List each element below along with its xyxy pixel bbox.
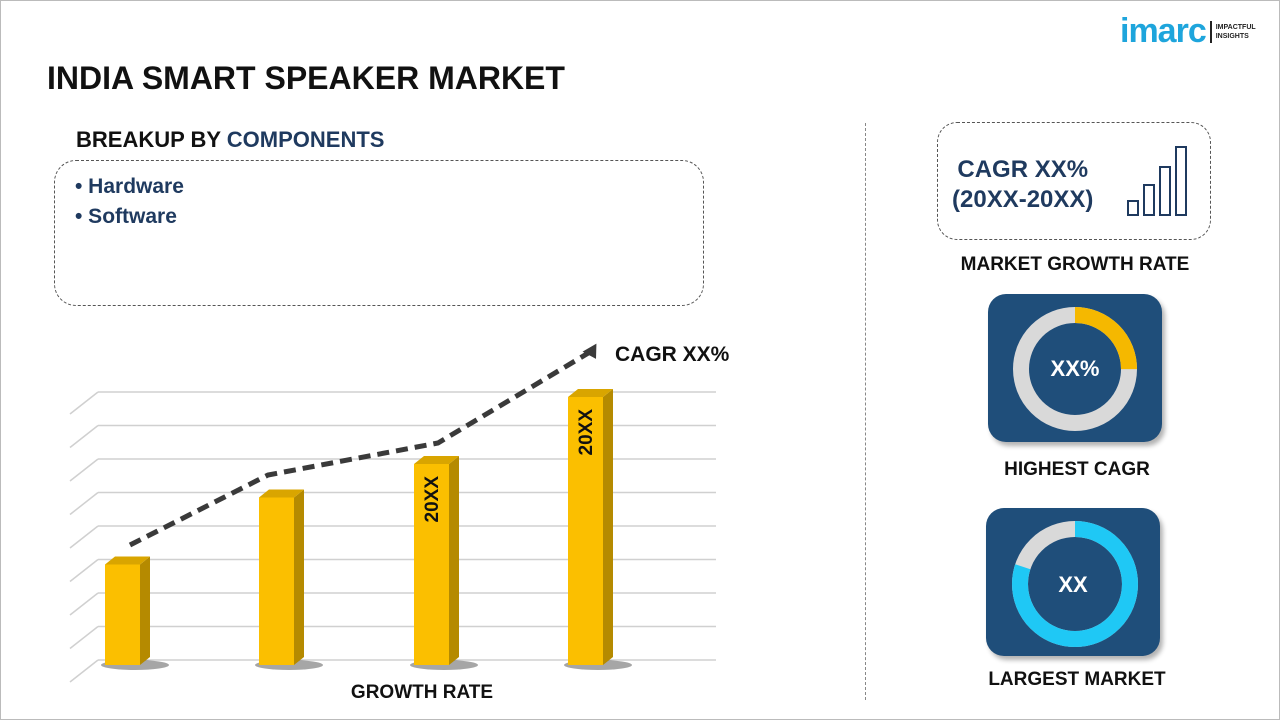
breakup-heading: BREAKUP BY COMPONENTS: [76, 127, 384, 153]
largest-market-value: XX: [1058, 572, 1088, 597]
bar-top: [414, 456, 459, 464]
ring-fill: [1013, 307, 1137, 431]
chart-grid: [69, 391, 716, 683]
bar-growth-icon: [1127, 146, 1187, 216]
gridline-depth: [69, 558, 99, 583]
bar-label: 20XX: [422, 476, 443, 523]
donut-ring: [1012, 521, 1138, 647]
bar-side: [140, 556, 150, 665]
largest-market-tile: XX: [986, 508, 1160, 656]
section-divider: [865, 123, 866, 700]
logo-tagline: IMPACTFUL INSIGHTS: [1216, 23, 1256, 41]
cagr-text: CAGR XX% (20XX-20XX): [952, 155, 1093, 215]
bar-side: [603, 389, 613, 665]
page-title: INDIA SMART SPEAKER MARKET: [47, 60, 565, 96]
bar: [259, 497, 294, 665]
components-box: • Hardware • Software: [54, 160, 704, 306]
growth-chart: 20XX 20XX CAGR XX% GROWTH RATE: [69, 343, 730, 703]
breakup-highlight: COMPONENTS: [226, 127, 385, 152]
market-growth-label: MARKET GROWTH RATE: [960, 254, 1190, 275]
gridline-depth: [69, 424, 99, 449]
cagr-box: CAGR XX% (20XX-20XX): [937, 122, 1211, 240]
breakup-prefix: BREAKUP BY: [76, 127, 227, 152]
logo-text: imarc: [1120, 12, 1207, 50]
trend-arrow-icon: [582, 343, 597, 359]
bar-top: [105, 556, 150, 565]
gridline-depth: [69, 625, 99, 650]
gridline-depth: [69, 592, 99, 616]
cagr-period: (20XX-20XX): [952, 186, 1094, 213]
imarc-logo: imarc IMPACTFUL INSIGHTS: [1120, 12, 1256, 51]
tagline-2: INSIGHTS: [1215, 32, 1249, 40]
cagr-value: CAGR XX%: [957, 156, 1089, 183]
gridline-depth: [69, 491, 99, 516]
bar-side: [449, 456, 459, 665]
component-item: • Hardware: [75, 175, 184, 198]
highest-cagr-label: HIGHEST CAGR: [1004, 459, 1150, 480]
gridline-depth: [69, 458, 99, 482]
chart-bars: 20XX 20XX: [101, 389, 632, 670]
gridline-depth: [69, 525, 99, 549]
bar: [414, 464, 449, 665]
component-item: • Software: [75, 205, 177, 228]
highest-cagr-value: XX%: [1050, 356, 1100, 381]
highest-cagr-tile: XX%: [988, 294, 1162, 442]
bar-top: [259, 489, 304, 498]
donut-ring: [1013, 307, 1137, 431]
bar-side: [294, 489, 304, 665]
bar: [568, 397, 603, 665]
logo-separator: [1209, 20, 1212, 43]
bar: [105, 564, 140, 665]
tagline-1: IMPACTFUL: [1215, 23, 1256, 31]
bar-top: [568, 389, 613, 397]
ring-fill: [1012, 521, 1138, 647]
gridline-depth: [69, 391, 99, 415]
trend-line: [128, 349, 592, 548]
x-axis-label: GROWTH RATE: [351, 682, 493, 703]
trend-annotation: CAGR XX%: [615, 343, 730, 366]
gridline-depth: [69, 659, 99, 683]
bar-label: 20XX: [576, 409, 597, 456]
largest-market-label: LARGEST MARKET: [988, 669, 1166, 690]
